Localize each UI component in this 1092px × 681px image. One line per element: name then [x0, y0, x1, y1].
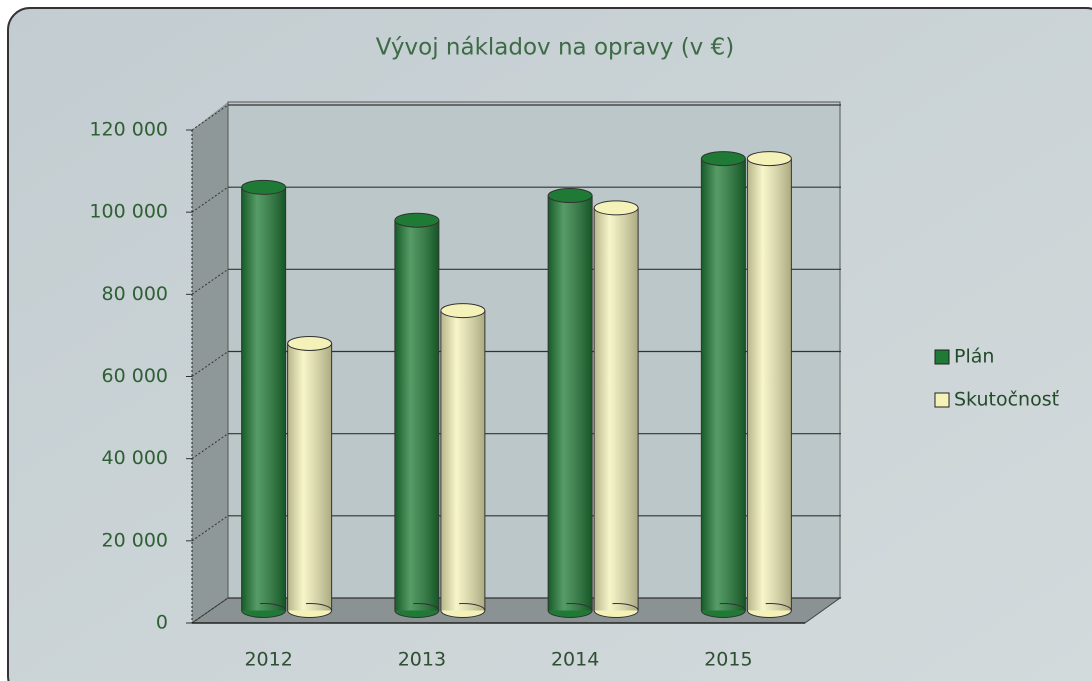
- bar-shade: [287, 343, 332, 611]
- bar-shade: [594, 207, 639, 611]
- bar: [746, 151, 792, 618]
- legend-label: Skutočnosť: [954, 389, 1060, 411]
- bar-shade: [241, 187, 286, 611]
- bar: [593, 200, 639, 618]
- chart-title: Vývoj nákladov na opravy (v €): [376, 35, 734, 61]
- bar-shade: [747, 158, 792, 611]
- bar-shade: [701, 158, 746, 611]
- x-tick-label: 2012: [244, 649, 292, 671]
- bar-top: [593, 200, 639, 216]
- bar-top: [241, 179, 287, 195]
- bar: [440, 303, 486, 618]
- bar-top: [547, 188, 593, 204]
- x-tick-label: 2013: [398, 649, 446, 671]
- bar-shade: [394, 220, 439, 611]
- legend-swatch: [934, 392, 950, 408]
- y-tick-label: 100 000: [89, 201, 168, 223]
- bar: [241, 179, 287, 618]
- y-tick-label: 120 000: [89, 119, 168, 141]
- legend-swatch: [934, 349, 950, 365]
- y-tick-label: 40 000: [102, 447, 168, 469]
- grid-line: [191, 433, 229, 460]
- y-tick-label: 20 000: [102, 529, 168, 551]
- y-tick-label: 80 000: [102, 283, 168, 305]
- bar-top: [394, 212, 440, 228]
- x-tick-label: 2015: [704, 649, 752, 671]
- legend-label: Plán: [954, 346, 994, 368]
- bar: [700, 151, 746, 618]
- bar-top: [700, 151, 746, 167]
- side-wall: [192, 102, 228, 623]
- bar-shade: [548, 195, 593, 611]
- bar: [287, 335, 333, 618]
- y-tick-label: 60 000: [102, 365, 168, 387]
- x-tick-label: 2014: [551, 649, 599, 671]
- grid-line: [191, 351, 229, 377]
- bar-top: [440, 303, 486, 319]
- grid-line: [191, 104, 229, 131]
- bar: [394, 212, 440, 618]
- y-tick-label: 0: [156, 612, 168, 634]
- grid-line: [191, 515, 229, 542]
- bar-top: [746, 151, 792, 167]
- bar: [547, 188, 593, 618]
- grid-line: [191, 268, 229, 295]
- bar-top: [287, 335, 333, 351]
- grid-line: [191, 186, 229, 213]
- grid-line: [191, 597, 229, 624]
- bar-shade: [440, 310, 485, 611]
